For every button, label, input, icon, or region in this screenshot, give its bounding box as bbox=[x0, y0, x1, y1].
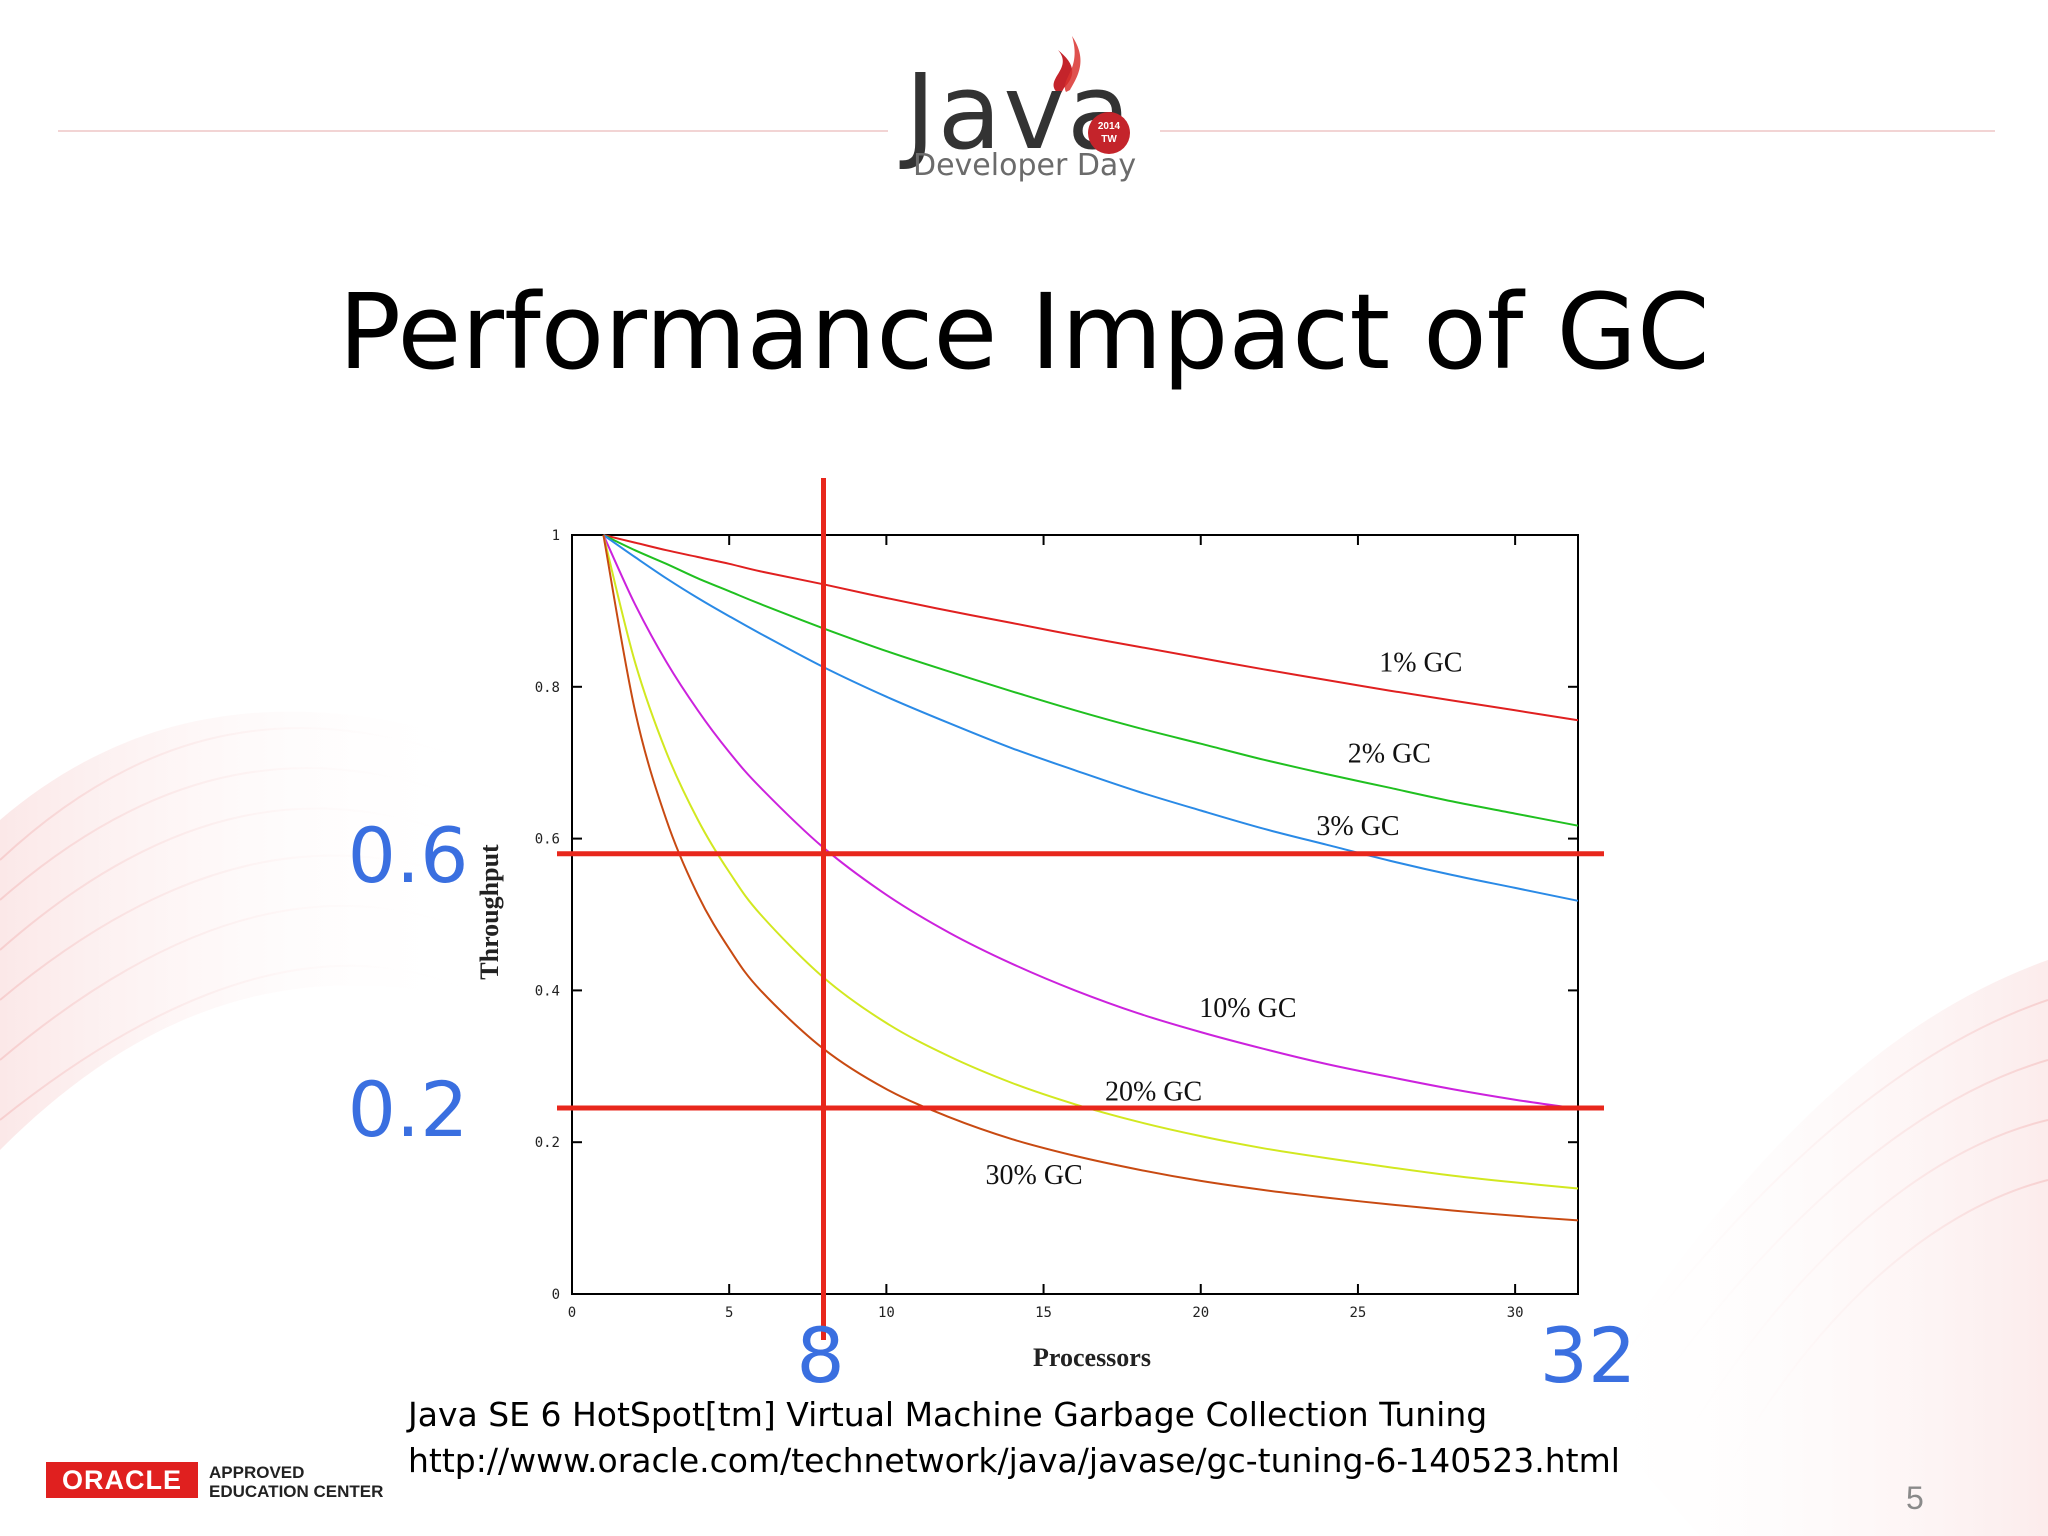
x-tick-label: 10 bbox=[878, 1305, 895, 1321]
series-label-5: 20% GC bbox=[1105, 1076, 1202, 1107]
x-tick-label: 5 bbox=[725, 1305, 733, 1321]
y-callout: 0.6 bbox=[348, 811, 469, 900]
series-line-5 bbox=[602, 534, 1579, 1190]
logo-badge-year: 2014 bbox=[1097, 121, 1121, 132]
y-tick-label: 0.6 bbox=[535, 832, 560, 848]
series-line-4 bbox=[602, 534, 1579, 1110]
y-callout: 0.2 bbox=[348, 1065, 469, 1154]
x-tick-label: 30 bbox=[1507, 1305, 1524, 1321]
y-tick-label: 1 bbox=[552, 528, 560, 544]
oracle-approved-text: APPROVED EDUCATION CENTER bbox=[209, 1463, 383, 1501]
series-line-1 bbox=[603, 534, 1579, 722]
series-label-6: 30% GC bbox=[986, 1160, 1083, 1191]
y-tick-label: 0.8 bbox=[535, 680, 560, 696]
x-tick-label: 20 bbox=[1192, 1305, 1209, 1321]
series-label-2: 2% GC bbox=[1348, 739, 1431, 770]
series-label-1: 1% GC bbox=[1379, 648, 1462, 679]
series-label-4: 10% GC bbox=[1199, 993, 1296, 1024]
header-divider-right bbox=[1160, 130, 1995, 132]
java-developer-day-logo: Java 2014 TW Developer Day bbox=[905, 30, 1145, 190]
plot-area bbox=[571, 534, 1579, 1295]
flame-icon bbox=[1053, 36, 1081, 95]
series-line-2 bbox=[602, 534, 1579, 827]
logo-subtitle: Developer Day bbox=[913, 148, 1137, 183]
oracle-line-education: EDUCATION CENTER bbox=[209, 1482, 384, 1501]
logo-badge-region: TW bbox=[1101, 134, 1117, 145]
x-tick-label: 25 bbox=[1350, 1305, 1367, 1321]
header-divider-left bbox=[58, 130, 888, 132]
page-number: 5 bbox=[1906, 1480, 1924, 1516]
logo-badge: 2014 TW bbox=[1088, 112, 1130, 154]
series-line-3 bbox=[602, 534, 1579, 902]
y-tick-label: 0.4 bbox=[535, 983, 560, 999]
x-callout: 8 bbox=[796, 1311, 844, 1400]
y-axis-label: Throughput bbox=[475, 844, 504, 980]
caption-url[interactable]: http://www.oracle.com/technetwork/java/j… bbox=[408, 1441, 1620, 1480]
y-tick-label: 0.2 bbox=[535, 1135, 560, 1151]
x-tick-label: 15 bbox=[1035, 1305, 1052, 1321]
source-caption: Java SE 6 HotSpot[tm] Virtual Machine Ga… bbox=[408, 1392, 1620, 1484]
x-axis-label: Processors bbox=[1033, 1343, 1151, 1372]
slide-title: Performance Impact of GC bbox=[338, 271, 1710, 393]
y-tick-label: 0 bbox=[552, 1287, 560, 1303]
series-line-6 bbox=[602, 534, 1579, 1222]
oracle-line-approved: APPROVED bbox=[209, 1463, 305, 1482]
x-tick-label: 0 bbox=[568, 1305, 576, 1321]
caption-title: Java SE 6 HotSpot[tm] Virtual Machine Ga… bbox=[408, 1395, 1488, 1434]
x-callout: 32 bbox=[1540, 1311, 1637, 1400]
series-label-3: 3% GC bbox=[1316, 811, 1399, 842]
oracle-brand: ORACLE bbox=[46, 1462, 198, 1498]
